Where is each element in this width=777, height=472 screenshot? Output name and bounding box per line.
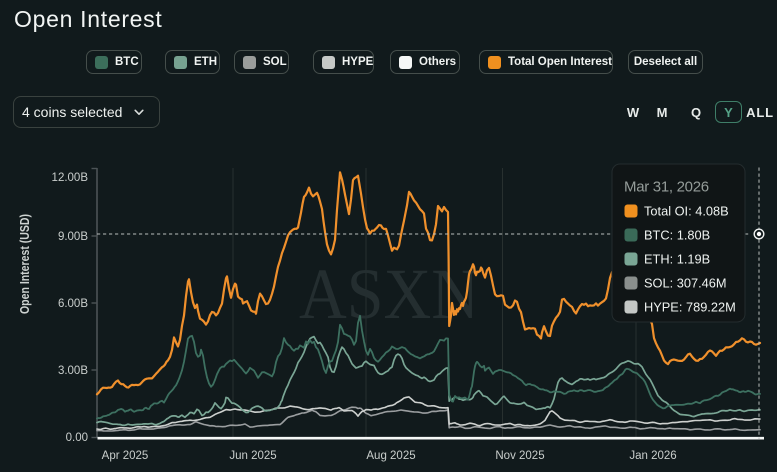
- svg-text:HYPE: 789.22M: HYPE: 789.22M: [644, 300, 736, 315]
- svg-text:Total OI: 4.08B: Total OI: 4.08B: [644, 204, 729, 219]
- svg-text:Open Interest (USD): Open Interest (USD): [18, 214, 32, 314]
- svg-text:Aug 2025: Aug 2025: [366, 450, 415, 462]
- svg-text:ETH: 1.19B: ETH: 1.19B: [644, 252, 710, 267]
- svg-text:ASXN: ASXN: [299, 254, 479, 334]
- svg-text:SOL: 307.46M: SOL: 307.46M: [644, 276, 727, 291]
- svg-text:Apr 2025: Apr 2025: [102, 450, 149, 462]
- svg-text:Jun 2025: Jun 2025: [229, 450, 276, 462]
- svg-text:3.00B: 3.00B: [58, 365, 88, 377]
- svg-text:BTC: 1.80B: BTC: 1.80B: [644, 228, 710, 243]
- svg-text:Mar 31, 2026: Mar 31, 2026: [624, 179, 709, 196]
- svg-text:0.00: 0.00: [66, 432, 88, 444]
- svg-text:Jan 2026: Jan 2026: [629, 450, 676, 462]
- svg-text:12.00B: 12.00B: [52, 172, 89, 184]
- svg-text:9.00B: 9.00B: [58, 231, 88, 243]
- svg-text:6.00B: 6.00B: [58, 298, 88, 310]
- svg-text:Nov 2025: Nov 2025: [495, 450, 544, 462]
